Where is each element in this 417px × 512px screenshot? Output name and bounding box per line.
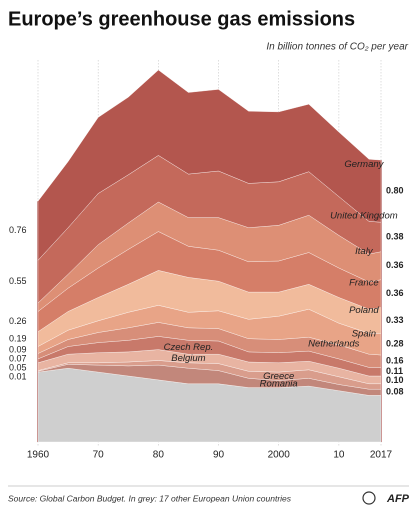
value-label: 0.16 <box>386 356 404 366</box>
series-name: Germany <box>344 159 384 170</box>
labels: 1960 70 80 90 2000 10 2017 Germany United Kingdo… <box>9 159 404 461</box>
x-tick-label: 2000 <box>268 450 291 461</box>
source: Source: Global Carbon Budget. In grey: 1… <box>8 493 292 503</box>
value-label: 0.55 <box>9 276 27 286</box>
x-tick-label: 70 <box>93 450 105 461</box>
value-label: 0.11 <box>386 366 403 376</box>
value-label: 0.10 <box>386 375 404 385</box>
series-name: Romania <box>260 379 298 390</box>
series-name: Netherlands <box>308 339 359 350</box>
value-label: 0.26 <box>9 316 27 326</box>
series-name: Czech Rep. <box>164 342 214 353</box>
value-label: 0.36 <box>386 288 404 298</box>
value-label: 0.33 <box>386 315 404 325</box>
x-tick-label: 80 <box>153 450 165 461</box>
series-name: Belgium <box>171 353 205 364</box>
value-label: 0.08 <box>386 387 404 397</box>
chart-title: Europe’s greenhouse gas emissions <box>8 8 355 30</box>
series-name: France <box>349 277 379 288</box>
series-name: Poland <box>349 305 379 316</box>
logo-icon <box>362 491 376 505</box>
value-label: 0.38 <box>386 231 404 241</box>
value-label: 0.80 <box>386 186 404 196</box>
value-label: 0.05 <box>9 362 27 372</box>
chart-subtitle: In billion tonnes of CO₂ per year <box>266 42 408 53</box>
logo: AFP <box>386 493 410 505</box>
value-label: 0.09 <box>9 344 27 354</box>
value-label: 0.36 <box>386 260 404 270</box>
value-label: 0.28 <box>386 339 404 349</box>
x-tick-label: 2017 <box>370 450 393 461</box>
series-name: Spain <box>352 329 376 340</box>
area <box>37 69 382 261</box>
value-label: 0.01 <box>9 371 27 381</box>
series-name: United Kingdom <box>330 211 398 222</box>
x-tick-label: 10 <box>333 450 345 461</box>
series-name: Italy <box>355 246 374 257</box>
x-tick-label: 1960 <box>27 450 50 461</box>
areas <box>37 69 382 443</box>
x-tick-label: 90 <box>213 450 225 461</box>
value-label: 0.07 <box>9 353 27 363</box>
value-label: 0.19 <box>9 333 27 343</box>
series-name: Greece <box>263 371 294 382</box>
value-label: 0.76 <box>9 225 27 235</box>
